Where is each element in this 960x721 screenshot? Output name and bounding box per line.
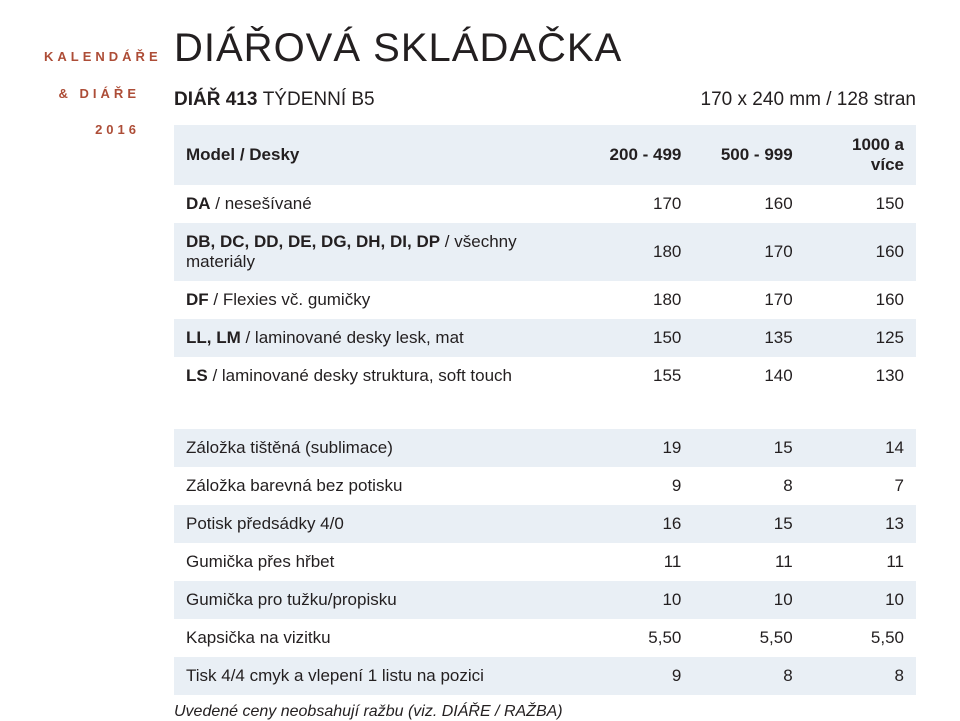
cell-value: 8 bbox=[693, 467, 804, 505]
cell-value: 170 bbox=[693, 281, 804, 319]
cell-value: 11 bbox=[582, 543, 693, 581]
row-label-bold: DF bbox=[186, 290, 209, 309]
cell-value: 7 bbox=[805, 467, 916, 505]
cell-value: 135 bbox=[693, 319, 804, 357]
row-label: DA / nesešívané bbox=[174, 185, 582, 223]
table-row: Potisk předsádky 4/0 161513 bbox=[174, 505, 916, 543]
row-label: LL, LM / laminované desky lesk, mat bbox=[174, 319, 582, 357]
row-label: Záložka tištěná (sublimace) bbox=[174, 429, 582, 467]
table-row: Tisk 4/4 cmyk a vlepení 1 listu na pozic… bbox=[174, 657, 916, 695]
product-size: 170 x 240 mm / 128 stran bbox=[701, 89, 916, 111]
row-label-rest: Kapsička na vizitku bbox=[186, 628, 331, 647]
cell-value: 160 bbox=[805, 223, 916, 281]
product-desc: TÝDENNÍ B5 bbox=[263, 89, 375, 110]
table-row: DA / nesešívané170160150 bbox=[174, 185, 916, 223]
col-label: Model / Desky bbox=[174, 125, 582, 185]
row-label: Potisk předsádky 4/0 bbox=[174, 505, 582, 543]
side-line3: 2016 bbox=[95, 122, 140, 137]
cell-value: 180 bbox=[582, 281, 693, 319]
price-table: Model / Desky 200 - 499 500 - 999 1000 a… bbox=[174, 125, 916, 695]
cell-value: 16 bbox=[582, 505, 693, 543]
row-label: DF / Flexies vč. gumičky bbox=[174, 281, 582, 319]
footnote: Uvedené ceny neobsahují ražbu (viz. DIÁŘ… bbox=[174, 703, 916, 721]
cell-value: 5,50 bbox=[582, 619, 693, 657]
table-header-row: Model / Desky 200 - 499 500 - 999 1000 a… bbox=[174, 125, 916, 185]
table-row: Záložka tištěná (sublimace) 191514 bbox=[174, 429, 916, 467]
cell-value: 170 bbox=[582, 185, 693, 223]
row-label-rest: Tisk 4/4 cmyk a vlepení 1 listu na pozic… bbox=[186, 666, 484, 685]
cell-value: 10 bbox=[582, 581, 693, 619]
row-label-rest: Záložka tištěná (sublimace) bbox=[186, 438, 393, 457]
table-row: DB, DC, DD, DE, DG, DH, DI, DP / všechny… bbox=[174, 223, 916, 281]
cell-value: 15 bbox=[693, 429, 804, 467]
spacer-row bbox=[174, 395, 916, 429]
cell-value: 8 bbox=[805, 657, 916, 695]
side-line2: & DIÁŘE bbox=[59, 86, 140, 101]
cell-value: 150 bbox=[805, 185, 916, 223]
cell-value: 14 bbox=[805, 429, 916, 467]
cell-value: 160 bbox=[693, 185, 804, 223]
table-row: Kapsička na vizitku5,505,505,50 bbox=[174, 619, 916, 657]
row-label-bold: LS bbox=[186, 366, 208, 385]
row-label-bold: LL, LM bbox=[186, 328, 241, 347]
row-label: Gumička přes hřbet bbox=[174, 543, 582, 581]
row-label-rest: / laminované desky lesk, mat bbox=[241, 328, 464, 347]
main-content: DIÁŘOVÁ SKLÁDAČKA DIÁŘ 413 TÝDENNÍ B5 17… bbox=[174, 26, 916, 721]
cell-value: 125 bbox=[805, 319, 916, 357]
row-label: DB, DC, DD, DE, DG, DH, DI, DP / všechny… bbox=[174, 223, 582, 281]
subtitle-row: DIÁŘ 413 TÝDENNÍ B5 170 x 240 mm / 128 s… bbox=[174, 89, 916, 111]
cell-value: 170 bbox=[693, 223, 804, 281]
table-row: DF / Flexies vč. gumičky180170160 bbox=[174, 281, 916, 319]
col-3: 1000 a více bbox=[805, 125, 916, 185]
cell-value: 10 bbox=[805, 581, 916, 619]
col-2: 500 - 999 bbox=[693, 125, 804, 185]
cell-value: 140 bbox=[693, 357, 804, 395]
cell-value: 130 bbox=[805, 357, 916, 395]
page: KALENDÁŘE & DIÁŘE 2016 DIÁŘOVÁ SKLÁDAČKA… bbox=[0, 0, 960, 671]
table-row: LS / laminované desky struktura, soft to… bbox=[174, 357, 916, 395]
row-label: LS / laminované desky struktura, soft to… bbox=[174, 357, 582, 395]
cell-value: 15 bbox=[693, 505, 804, 543]
row-label: Kapsička na vizitku bbox=[174, 619, 582, 657]
row-label: Tisk 4/4 cmyk a vlepení 1 listu na pozic… bbox=[174, 657, 582, 695]
table-body: DA / nesešívané170160150DB, DC, DD, DE, … bbox=[174, 185, 916, 695]
side-line1: KALENDÁŘE bbox=[44, 49, 162, 64]
row-label: Záložka barevná bez potisku bbox=[174, 467, 582, 505]
row-label-rest: / nesešívané bbox=[211, 194, 312, 213]
row-label-rest: Záložka barevná bez potisku bbox=[186, 476, 402, 495]
row-label-rest: Gumička pro tužku/propisku bbox=[186, 590, 397, 609]
cell-value: 155 bbox=[582, 357, 693, 395]
cell-value: 5,50 bbox=[693, 619, 804, 657]
spacer-cell bbox=[174, 395, 916, 429]
table-row: Gumička pro tužku/propisku101010 bbox=[174, 581, 916, 619]
row-label-rest: Potisk předsádky 4/0 bbox=[186, 514, 344, 533]
cell-value: 11 bbox=[693, 543, 804, 581]
cell-value: 150 bbox=[582, 319, 693, 357]
row-label: Gumička pro tužku/propisku bbox=[174, 581, 582, 619]
col-1: 200 - 499 bbox=[582, 125, 693, 185]
row-label-rest: / Flexies vč. gumičky bbox=[209, 290, 371, 309]
cell-value: 180 bbox=[582, 223, 693, 281]
cell-value: 8 bbox=[693, 657, 804, 695]
cell-value: 160 bbox=[805, 281, 916, 319]
row-label-bold: DB, DC, DD, DE, DG, DH, DI, DP bbox=[186, 232, 440, 251]
cell-value: 9 bbox=[582, 657, 693, 695]
cell-value: 9 bbox=[582, 467, 693, 505]
page-title: DIÁŘOVÁ SKLÁDAČKA bbox=[174, 26, 916, 71]
row-label-rest: / laminované desky struktura, soft touch bbox=[208, 366, 512, 385]
side-label: KALENDÁŘE & DIÁŘE 2016 bbox=[44, 30, 140, 139]
row-label-bold: DA bbox=[186, 194, 211, 213]
row-label-rest: Gumička přes hřbet bbox=[186, 552, 334, 571]
table-row: LL, LM / laminované desky lesk, mat15013… bbox=[174, 319, 916, 357]
table-row: Gumička přes hřbet111111 bbox=[174, 543, 916, 581]
cell-value: 19 bbox=[582, 429, 693, 467]
cell-value: 13 bbox=[805, 505, 916, 543]
cell-value: 10 bbox=[693, 581, 804, 619]
table-row: Záložka barevná bez potisku 987 bbox=[174, 467, 916, 505]
cell-value: 5,50 bbox=[805, 619, 916, 657]
subtitle-left: DIÁŘ 413 TÝDENNÍ B5 bbox=[174, 89, 375, 111]
product-code: DIÁŘ 413 bbox=[174, 89, 257, 110]
cell-value: 11 bbox=[805, 543, 916, 581]
